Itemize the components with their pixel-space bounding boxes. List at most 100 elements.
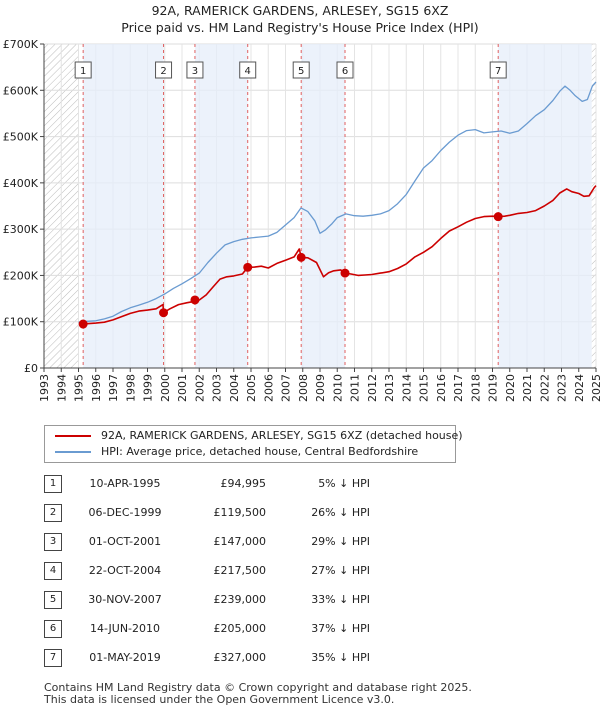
sale-hpi-diff: 26% ↓ HPI bbox=[311, 506, 370, 519]
x-tick-label: 2019 bbox=[487, 374, 500, 402]
legend-swatch-property bbox=[55, 435, 91, 437]
y-tick-label: £0 bbox=[24, 362, 38, 375]
sale-point-7 bbox=[493, 212, 503, 222]
x-tick-label: 2010 bbox=[331, 374, 344, 402]
sale-row: 5 30-NOV-2007 £239,000 33% ↓ HPI bbox=[0, 588, 600, 616]
sale-row: 7 01-MAY-2019 £327,000 35% ↓ HPI bbox=[0, 646, 600, 674]
sale-label-6: 6 bbox=[342, 66, 348, 77]
x-tick-label: 2025 bbox=[590, 374, 600, 402]
x-tick-label: 2007 bbox=[280, 374, 293, 402]
hpi-line bbox=[78, 81, 597, 323]
x-tick-label: 1999 bbox=[142, 374, 155, 402]
chart-legend: 92A, RAMERICK GARDENS, ARLESEY, SG15 6XZ… bbox=[44, 425, 463, 463]
sale-point-4 bbox=[243, 262, 253, 272]
sale-number: 1 bbox=[44, 475, 62, 493]
y-tick-label: £400K bbox=[3, 177, 39, 190]
x-tick-label: 2006 bbox=[262, 374, 275, 402]
x-tick-label: 1998 bbox=[124, 374, 137, 402]
x-tick-label: 2011 bbox=[349, 374, 362, 402]
sale-row: 4 22-OCT-2004 £217,500 27% ↓ HPI bbox=[0, 559, 600, 587]
x-tick-label: 2021 bbox=[521, 374, 534, 402]
property-price-line bbox=[83, 185, 597, 325]
x-tick-label: 2018 bbox=[469, 374, 482, 402]
y-tick-label: £200K bbox=[3, 269, 39, 282]
sale-hpi-diff: 29% ↓ HPI bbox=[311, 535, 370, 548]
sale-price: £147,000 bbox=[213, 535, 267, 548]
sale-number: 4 bbox=[44, 562, 62, 580]
y-tick-label: £100K bbox=[3, 316, 39, 329]
sale-label-box-5 bbox=[292, 61, 310, 79]
ownership-period-band bbox=[194, 44, 248, 368]
sale-number: 7 bbox=[44, 649, 62, 667]
x-tick-label: 2023 bbox=[556, 374, 569, 402]
sale-hpi-diff: 35% ↓ HPI bbox=[311, 651, 370, 664]
sale-label-7: 7 bbox=[495, 66, 501, 77]
x-tick-label: 2005 bbox=[245, 374, 258, 402]
sale-label-3: 3 bbox=[192, 66, 198, 77]
y-tick-label: £700K bbox=[3, 38, 39, 51]
x-tick-label: 1997 bbox=[107, 374, 120, 402]
sale-number: 2 bbox=[44, 504, 62, 522]
x-tick-label: 2016 bbox=[435, 374, 448, 402]
ownership-period-band bbox=[301, 44, 346, 368]
sale-hpi-diff: 5% ↓ HPI bbox=[318, 477, 370, 490]
x-tick-label: 1993 bbox=[38, 374, 51, 402]
sale-row: 1 10-APR-1995 £94,995 5% ↓ HPI bbox=[0, 472, 600, 500]
sale-label-4: 4 bbox=[245, 66, 251, 77]
sale-label-box-4 bbox=[239, 61, 257, 79]
footer-licence: This data is licensed under the Open Gov… bbox=[44, 693, 395, 706]
x-tick-label: 1996 bbox=[90, 374, 103, 402]
x-tick-label: 1994 bbox=[55, 374, 68, 402]
legend-swatch-hpi bbox=[55, 451, 91, 453]
sale-number: 5 bbox=[44, 591, 62, 609]
x-tick-label: 2013 bbox=[383, 374, 396, 402]
x-tick-label: 2020 bbox=[504, 374, 517, 402]
x-tick-label: 2002 bbox=[193, 374, 206, 402]
sale-row: 6 14-JUN-2010 £205,000 37% ↓ HPI bbox=[0, 617, 600, 645]
sale-label-box-3 bbox=[186, 61, 204, 79]
sale-date: 10-APR-1995 bbox=[89, 477, 161, 490]
sale-point-1 bbox=[78, 319, 88, 329]
sale-date: 01-OCT-2001 bbox=[88, 535, 162, 548]
y-tick-label: £600K bbox=[3, 84, 39, 97]
price-chart: 1 2 3 4 5 6 7 £0 £100K £200K £300K £400K £500K £600K… bbox=[3, 38, 600, 402]
sale-hpi-diff: 27% ↓ HPI bbox=[311, 564, 370, 577]
sale-label-box-6 bbox=[336, 61, 354, 79]
sale-point-3 bbox=[190, 295, 200, 305]
legend-label-property: 92A, RAMERICK GARDENS, ARLESEY, SG15 6XZ… bbox=[101, 429, 463, 442]
sale-number: 3 bbox=[44, 533, 62, 551]
x-tick-label: 2008 bbox=[297, 374, 310, 402]
x-tick-label: 2000 bbox=[159, 374, 172, 402]
x-tick-label: 2004 bbox=[228, 374, 241, 402]
sale-row: 3 01-OCT-2001 £147,000 29% ↓ HPI bbox=[0, 530, 600, 558]
x-tick-label: 2022 bbox=[538, 374, 551, 402]
sale-price: £94,995 bbox=[220, 477, 267, 490]
sale-label-box-2 bbox=[155, 61, 173, 79]
sale-date: 14-JUN-2010 bbox=[89, 622, 161, 635]
sale-hpi-diff: 37% ↓ HPI bbox=[311, 622, 370, 635]
footer-copyright: Contains HM Land Registry data © Crown c… bbox=[44, 681, 472, 694]
sale-hpi-diff: 33% ↓ HPI bbox=[311, 593, 370, 606]
x-tick-label: 2003 bbox=[211, 374, 224, 402]
sale-label-box-1 bbox=[74, 61, 92, 79]
ownership-period-band bbox=[83, 44, 164, 368]
x-tick-label: 2012 bbox=[366, 374, 379, 402]
x-tick-label: 2001 bbox=[176, 374, 189, 402]
sale-price: £217,500 bbox=[213, 564, 267, 577]
sale-date: 30-NOV-2007 bbox=[88, 593, 162, 606]
sale-label-1: 1 bbox=[80, 66, 86, 77]
sale-date: 22-OCT-2004 bbox=[88, 564, 162, 577]
sale-row: 2 06-DEC-1999 £119,500 26% ↓ HPI bbox=[0, 501, 600, 529]
hatched-region-after bbox=[591, 44, 596, 368]
x-tick-label: 2014 bbox=[400, 374, 413, 402]
sale-price: £239,000 bbox=[213, 593, 267, 606]
sale-label-box-7 bbox=[489, 61, 507, 79]
sale-date: 01-MAY-2019 bbox=[89, 651, 161, 664]
y-tick-label: £500K bbox=[3, 131, 39, 144]
x-tick-label: 2009 bbox=[314, 374, 327, 402]
sale-label-2: 2 bbox=[160, 66, 166, 77]
x-tick-label: 2015 bbox=[418, 374, 431, 402]
sale-number: 6 bbox=[44, 620, 62, 638]
sale-point-6 bbox=[340, 268, 350, 278]
sale-price: £205,000 bbox=[213, 622, 267, 635]
